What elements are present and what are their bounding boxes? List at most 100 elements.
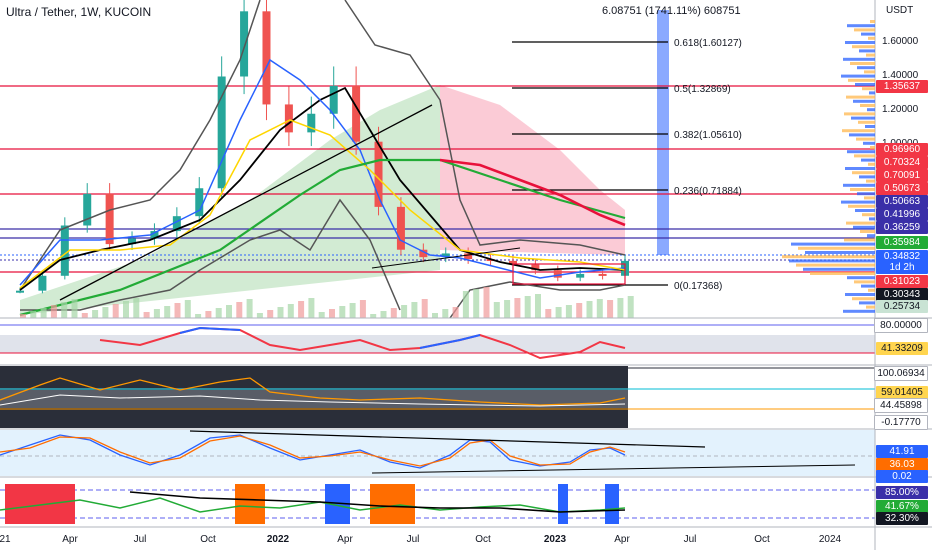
volume-profile-bar bbox=[861, 284, 875, 288]
volume-profile-bar bbox=[870, 20, 875, 23]
price-axis-label: 0.50663 bbox=[876, 195, 928, 208]
volume-profile-bar bbox=[851, 116, 875, 120]
volume-profile-bar bbox=[850, 62, 875, 65]
volume-bar bbox=[411, 302, 418, 318]
price-axis-label: 0.30343 bbox=[876, 288, 928, 301]
price-axis-tick: 1.60000 bbox=[882, 36, 919, 47]
pane-4-black-line bbox=[129, 491, 626, 513]
volume-profile-bar bbox=[868, 162, 875, 166]
indicator-axis-label: 41.33209 bbox=[876, 342, 928, 355]
histogram-block-blue-2 bbox=[558, 484, 568, 524]
volume-bar bbox=[71, 299, 78, 318]
histogram-block-red-2 bbox=[235, 484, 265, 524]
volume-bar bbox=[514, 298, 521, 318]
candle-body bbox=[576, 273, 585, 278]
volume-bar bbox=[586, 301, 593, 318]
candle-body bbox=[374, 141, 383, 207]
time-axis-label: Jul bbox=[684, 534, 697, 545]
volume-bar bbox=[30, 311, 37, 318]
candle-body bbox=[553, 270, 562, 278]
volume-bar bbox=[576, 303, 583, 318]
volume-bar bbox=[298, 301, 305, 318]
time-axis-label: 21 bbox=[0, 534, 11, 545]
histogram-block-red-1 bbox=[5, 484, 75, 524]
volume-profile-bar bbox=[849, 133, 875, 137]
price-axis-label: 1.35637 bbox=[876, 80, 928, 93]
price-axis-label: 0.34832 bbox=[876, 250, 928, 263]
trendline-upper bbox=[59, 104, 433, 301]
volume-bar bbox=[287, 304, 294, 318]
volume-profile-bar bbox=[862, 87, 875, 91]
volume-profile-bar bbox=[803, 267, 875, 271]
volume-bar bbox=[473, 289, 480, 318]
volume-profile-bar bbox=[844, 238, 875, 242]
volume-profile-bar bbox=[852, 171, 875, 175]
bollinger-lower-line bbox=[20, 198, 401, 311]
volume-profile-bar bbox=[854, 28, 875, 32]
moving-average-yellow bbox=[19, 119, 626, 289]
candle-body bbox=[508, 260, 517, 265]
cloud-red-area bbox=[440, 85, 625, 255]
volume-profile-bar bbox=[852, 45, 875, 49]
candle-body bbox=[329, 85, 338, 114]
main-pane bbox=[20, 10, 669, 315]
volume-profile-bar bbox=[868, 288, 875, 292]
volume-profile-bar bbox=[810, 272, 875, 275]
candle-body bbox=[464, 253, 473, 260]
moving-average-green bbox=[19, 158, 626, 317]
volume-profile-bar bbox=[848, 204, 875, 208]
candle-series bbox=[16, 0, 629, 294]
volume-bar bbox=[267, 310, 274, 318]
indicator-axis-label: 80.00000 bbox=[874, 318, 928, 333]
time-axis-label: Oct bbox=[200, 534, 216, 545]
volume-profile-bar bbox=[857, 192, 875, 196]
volume-profile-bar bbox=[858, 120, 875, 124]
candle-body bbox=[217, 76, 226, 189]
candle-body bbox=[419, 249, 428, 258]
volume-series bbox=[20, 287, 634, 318]
volume-bar bbox=[195, 314, 202, 318]
volume-profile-bar bbox=[866, 53, 875, 57]
volume-bar bbox=[483, 287, 490, 318]
volume-profile-bar bbox=[853, 225, 875, 229]
volume-profile-bar bbox=[805, 251, 875, 254]
price-axis-label: 1d 2h bbox=[876, 261, 928, 274]
volume-bar bbox=[61, 302, 68, 318]
volume-profile-bar bbox=[845, 293, 875, 296]
indicator-axis-label: 44.45898 bbox=[874, 398, 928, 413]
volume-profile-bar bbox=[782, 255, 875, 259]
volume-profile-bar bbox=[855, 209, 875, 212]
volume-bar bbox=[565, 305, 572, 318]
time-axis-label: Jul bbox=[134, 534, 147, 545]
candle-body bbox=[195, 188, 204, 217]
volume-profile-bar bbox=[846, 95, 875, 99]
volume-profile-bar bbox=[861, 32, 875, 36]
volume-profile-bar bbox=[841, 200, 875, 204]
volume-bar bbox=[184, 300, 191, 318]
fib-retracement: 0.618(1.60127) 0.5(1.32869) 0.382(1.05610)… bbox=[512, 38, 742, 292]
volume-bar bbox=[20, 314, 26, 318]
volume-bar bbox=[318, 312, 325, 318]
volume-bar bbox=[143, 312, 150, 318]
volume-bar bbox=[535, 294, 541, 318]
time-axis-label: 2022 bbox=[267, 534, 290, 545]
volume-profile-bar bbox=[843, 309, 875, 313]
candle-body bbox=[38, 275, 47, 291]
volume-profile-bar bbox=[854, 154, 875, 158]
volume-bar bbox=[555, 307, 562, 318]
volume-bar bbox=[442, 309, 449, 318]
overlay-lines bbox=[19, 0, 626, 319]
volume-profile-bar bbox=[860, 230, 875, 233]
volume-profile-bar bbox=[857, 66, 875, 70]
volume-bar bbox=[329, 309, 335, 318]
fib-level-label: 0(0.17368) bbox=[674, 281, 722, 292]
price-axis-label: 0.50673 bbox=[876, 182, 928, 195]
volume-bar bbox=[164, 306, 171, 318]
indicator-axis-label: 59.01405 bbox=[876, 386, 928, 399]
oscillator-orange bbox=[0, 435, 626, 467]
candle-body bbox=[262, 11, 271, 105]
volume-bar bbox=[205, 311, 212, 318]
indicator-2-line bbox=[0, 377, 626, 406]
volume-profile-bar bbox=[847, 276, 875, 280]
